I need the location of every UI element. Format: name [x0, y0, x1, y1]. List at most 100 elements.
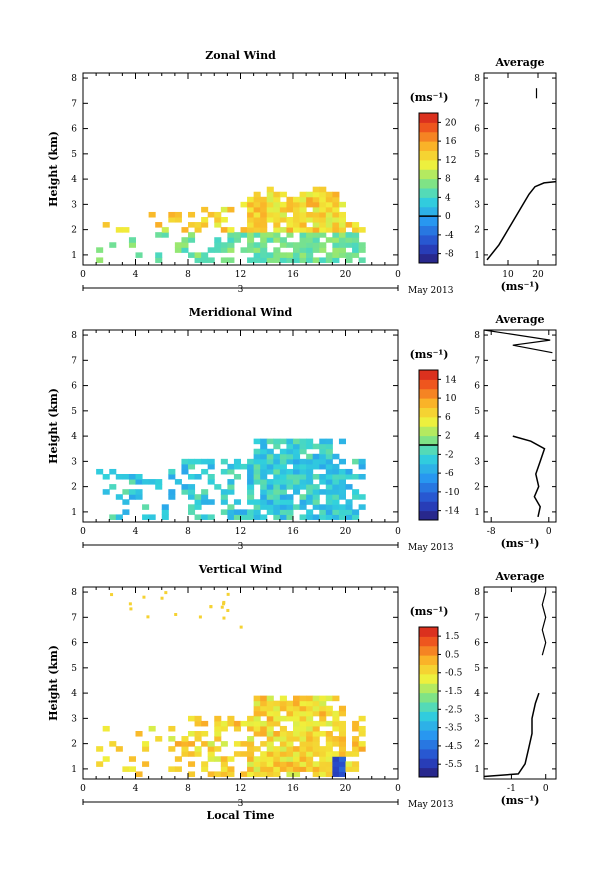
heatmap-cell: [214, 715, 222, 722]
profile-x-tick-label: 20: [532, 270, 544, 280]
heatmap-cell: [358, 494, 366, 500]
heatmap-cell: [325, 227, 333, 233]
x-tick-label: 20: [340, 784, 352, 794]
heatmap-cell: [299, 731, 307, 737]
heatmap-cell: [273, 217, 281, 223]
heatmap-cell: [194, 504, 202, 510]
heatmap-cell: [253, 504, 261, 510]
colorbar-tick-label: -4.5: [445, 742, 463, 752]
colorbar-segment: [419, 122, 438, 133]
heatmap-cell: [358, 257, 366, 263]
heatmap-cell: [279, 509, 287, 515]
heatmap-cell: [240, 751, 248, 757]
heatmap-cell: [161, 514, 169, 520]
heatmap-cell: [293, 217, 301, 223]
heatmap-cell: [174, 741, 182, 747]
heatmap-cell: [194, 474, 202, 480]
heatmap-cell: [286, 700, 294, 707]
heatmap-cell: [279, 227, 287, 233]
y-tick-label: 6: [71, 639, 77, 649]
heatmap-cell: [240, 509, 248, 515]
heatmap-cell: [286, 227, 294, 233]
heatmap-cell: [135, 731, 143, 737]
y-tick-label: 4: [71, 432, 77, 442]
heatmap-cell: [352, 741, 360, 747]
heatmap-cell: [214, 222, 222, 228]
heatmap-cell: [299, 191, 307, 198]
heatmap-cell: [220, 741, 228, 747]
heatmap-cell: [345, 484, 353, 490]
y-tick-label: 7: [71, 99, 77, 109]
heatmap-cell: [188, 232, 196, 238]
heatmap-cell: [240, 771, 248, 777]
heatmap-cell: [273, 494, 281, 500]
heatmap-cell: [260, 438, 268, 445]
heatmap-cell: [194, 499, 202, 505]
heatmap-cell: [240, 201, 248, 208]
heatmap-cell: [345, 252, 353, 258]
colorbar-segment: [419, 435, 438, 446]
x-tick-label: 12: [235, 527, 246, 537]
heatmap-cell: [260, 252, 268, 258]
heatmap-cell: [279, 700, 287, 707]
heatmap-cell: [260, 468, 268, 475]
date-label: 3: [238, 285, 244, 295]
heatmap-cell: [253, 463, 261, 470]
heatmap-cell: [306, 252, 314, 258]
heatmap-cell: [338, 494, 346, 500]
heatmap-cell: [299, 211, 307, 218]
heatmap-cell: [174, 247, 182, 253]
heatmap-cell: [188, 761, 196, 767]
heatmap-cell: [299, 756, 307, 762]
heatmap-cell: [325, 479, 333, 485]
heatmap-cell: [207, 479, 215, 485]
heatmap-cell: [181, 458, 189, 465]
heatmap-cell: [332, 766, 340, 772]
heatmap-cell: [181, 463, 189, 470]
colorbar-segment: [419, 702, 438, 712]
heatmap-cell: [142, 761, 150, 767]
heatmap-cell: [293, 710, 301, 717]
heatmap-cell: [188, 252, 196, 258]
heatmap-cell: [312, 771, 320, 777]
heatmap-cell: [338, 484, 346, 490]
heatmap-cell: [325, 509, 333, 515]
heatmap-cell: [188, 741, 196, 747]
heatmap-cell: [207, 458, 215, 465]
colorbar-segment: [419, 244, 438, 255]
heatmap-cell: [299, 201, 307, 208]
profile-y-tick-label: 8: [474, 331, 480, 341]
heatmap-cell: [325, 468, 333, 475]
x-tick-label: 8: [185, 270, 191, 280]
heatmap-cell: [293, 479, 301, 485]
y-tick-label: 3: [71, 457, 77, 467]
heatmap-cell: [332, 211, 340, 218]
heatmap-cell: [312, 720, 320, 727]
heatmap-cell: [312, 222, 320, 228]
heatmap-cell: [181, 746, 189, 752]
heatmap-cell: [293, 206, 301, 213]
heatmap-cell: [260, 494, 268, 500]
heatmap-cell: [260, 741, 268, 747]
heatmap-cell: [96, 247, 104, 253]
heatmap-cell: [122, 509, 130, 515]
heatmap-cell: [312, 725, 320, 732]
heatmap-cell: [260, 232, 268, 238]
heatmap-cell: [266, 756, 274, 762]
heatmap-cell: [253, 514, 261, 520]
heatmap-cell: [174, 211, 182, 218]
heatmap-cell: [253, 222, 261, 228]
colorbar-segment: [419, 473, 438, 483]
heatmap-cell: [194, 227, 202, 233]
heatmap-cell: [253, 227, 261, 233]
heatmap-cell: [293, 715, 301, 722]
heatmap-cell: [293, 766, 301, 772]
heatmap-cell: [319, 206, 327, 213]
heatmap-cell: [332, 741, 340, 747]
heatmap-cell: [286, 761, 294, 767]
heatmap-cell: [247, 736, 255, 742]
x-tick-label: 20: [340, 527, 352, 537]
heatmap-cell: [338, 242, 346, 248]
colorbar-segment: [419, 664, 438, 675]
